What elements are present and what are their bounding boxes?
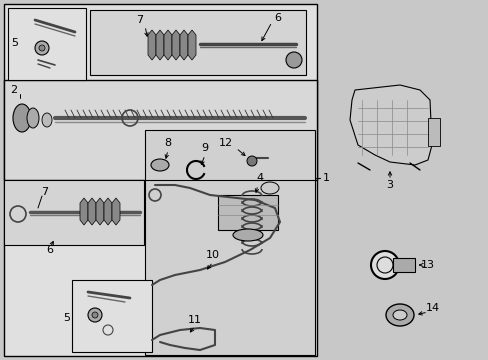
Text: 7: 7 [136,15,143,25]
Polygon shape [180,30,187,60]
Ellipse shape [151,159,169,171]
Bar [427,118,439,146]
Ellipse shape [385,304,413,326]
Polygon shape [4,180,143,245]
Circle shape [285,52,302,68]
Bar [4,4,316,356]
Text: 14: 14 [425,303,439,313]
Polygon shape [112,198,120,225]
Text: 6: 6 [274,13,281,23]
Polygon shape [187,30,196,60]
Text: 9: 9 [201,143,208,153]
Text: 1: 1 [322,173,329,183]
Circle shape [246,156,257,166]
Circle shape [39,45,45,51]
Polygon shape [156,30,163,60]
Text: 5: 5 [12,38,19,48]
Bar [392,258,414,272]
Text: 11: 11 [187,315,202,325]
Polygon shape [104,198,112,225]
Text: 10: 10 [205,250,220,260]
Text: 7: 7 [41,187,48,197]
Polygon shape [80,198,88,225]
Ellipse shape [27,108,39,128]
Bar [145,130,314,240]
Text: 5: 5 [63,313,70,323]
Bar [218,195,278,230]
Bar [72,280,152,352]
Polygon shape [96,198,104,225]
Ellipse shape [42,113,52,127]
Polygon shape [88,198,96,225]
Circle shape [88,308,102,322]
Polygon shape [349,85,431,165]
Polygon shape [172,30,180,60]
Circle shape [35,41,49,55]
Polygon shape [90,10,305,75]
Text: 13: 13 [420,260,434,270]
Text: 8: 8 [164,138,171,148]
Polygon shape [163,30,172,60]
Ellipse shape [261,182,279,194]
Bar [4,80,316,180]
Text: 12: 12 [219,138,233,148]
Ellipse shape [392,310,406,320]
Text: 6: 6 [46,245,53,255]
Text: 2: 2 [10,85,18,95]
Bar [8,8,86,80]
Ellipse shape [232,229,263,241]
Text: 4: 4 [256,173,263,183]
Polygon shape [148,30,156,60]
Circle shape [370,251,398,279]
Bar [145,180,314,355]
Text: 3: 3 [386,180,393,190]
Circle shape [92,312,98,318]
Ellipse shape [13,104,31,132]
